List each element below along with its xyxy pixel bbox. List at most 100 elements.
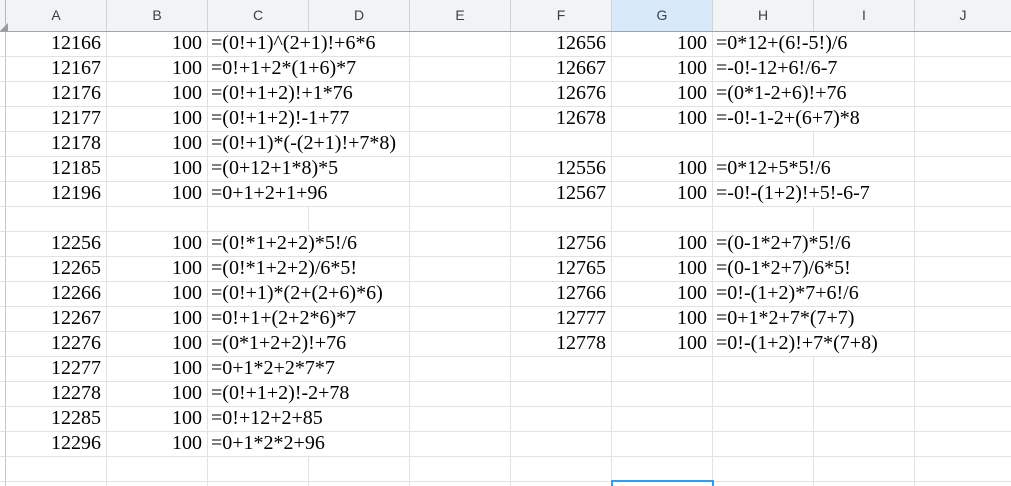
cell-A14[interactable]: 12277: [6, 357, 107, 382]
cell-H-partial[interactable]: [713, 482, 814, 486]
cell-E2[interactable]: [410, 57, 511, 82]
cell-F18[interactable]: [511, 457, 612, 482]
cell-C2[interactable]: =0!+1+2*(1+6)*7: [208, 57, 410, 82]
cell-J5[interactable]: [915, 132, 1011, 157]
cell-F6[interactable]: 12556: [511, 157, 612, 182]
column-header-G[interactable]: G: [612, 0, 713, 31]
cell-I16[interactable]: [814, 407, 915, 432]
cell-J11[interactable]: [915, 282, 1011, 307]
cell-G8[interactable]: [612, 207, 713, 232]
cell-A15[interactable]: 12278: [6, 382, 107, 407]
cell-H16[interactable]: [713, 407, 814, 432]
cell-C11[interactable]: =(0!+1)*(2+(2+6)*6): [208, 282, 410, 307]
cell-E18[interactable]: [410, 457, 511, 482]
cell-F-partial[interactable]: [511, 482, 612, 486]
cell-J16[interactable]: [915, 407, 1011, 432]
cell-C9[interactable]: =(0!*1+2+2)*5!/6: [208, 232, 410, 257]
cell-D8[interactable]: [309, 207, 410, 232]
cell-C18[interactable]: [208, 457, 309, 482]
cell-J7[interactable]: [915, 182, 1011, 207]
cell-J14[interactable]: [915, 357, 1011, 382]
cell-B18[interactable]: [107, 457, 208, 482]
select-all-corner[interactable]: [0, 0, 6, 31]
cell-E16[interactable]: [410, 407, 511, 432]
cell-G18[interactable]: [612, 457, 713, 482]
cell-J17[interactable]: [915, 432, 1011, 457]
cell-F15[interactable]: [511, 382, 612, 407]
cell-E13[interactable]: [410, 332, 511, 357]
cell-C-partial[interactable]: [208, 482, 309, 486]
cell-G4[interactable]: 100: [612, 107, 713, 132]
cell-E3[interactable]: [410, 82, 511, 107]
cell-B13[interactable]: 100: [107, 332, 208, 357]
cell-J12[interactable]: [915, 307, 1011, 332]
cell-I-partial[interactable]: [814, 482, 915, 486]
cell-B5[interactable]: 100: [107, 132, 208, 157]
cell-B7[interactable]: 100: [107, 182, 208, 207]
cell-F16[interactable]: [511, 407, 612, 432]
cell-B15[interactable]: 100: [107, 382, 208, 407]
cell-C5[interactable]: =(0!+1)*(-(2+1)!+7*8): [208, 132, 410, 157]
column-header-D[interactable]: D: [309, 0, 410, 31]
cell-H18[interactable]: [713, 457, 814, 482]
cell-C15[interactable]: =(0!+1+2)!-2+78: [208, 382, 410, 407]
cell-I17[interactable]: [814, 432, 915, 457]
cell-C4[interactable]: =(0!+1+2)!-1+77: [208, 107, 410, 132]
cell-E6[interactable]: [410, 157, 511, 182]
cell-F14[interactable]: [511, 357, 612, 382]
cell-J-partial[interactable]: [915, 482, 1011, 486]
cell-E7[interactable]: [410, 182, 511, 207]
cell-H2[interactable]: =-0!-12+6!/6-7: [713, 57, 915, 82]
cell-F1[interactable]: 12656: [511, 32, 612, 57]
cell-A17[interactable]: 12296: [6, 432, 107, 457]
cell-B4[interactable]: 100: [107, 107, 208, 132]
cell-B11[interactable]: 100: [107, 282, 208, 307]
cell-E14[interactable]: [410, 357, 511, 382]
cell-J18[interactable]: [915, 457, 1011, 482]
cell-E1[interactable]: [410, 32, 511, 57]
cell-E15[interactable]: [410, 382, 511, 407]
cell-D18[interactable]: [309, 457, 410, 482]
cell-H8[interactable]: [713, 207, 814, 232]
cell-A8[interactable]: [6, 207, 107, 232]
cell-F17[interactable]: [511, 432, 612, 457]
cell-H12[interactable]: =0+1*2+7*(7+7): [713, 307, 915, 332]
cell-C1[interactable]: =(0!+1)^(2+1)!+6*6: [208, 32, 410, 57]
column-header-F[interactable]: F: [511, 0, 612, 31]
column-header-C[interactable]: C: [208, 0, 309, 31]
cell-H6[interactable]: =0*12+5*5!/6: [713, 157, 915, 182]
cell-I8[interactable]: [814, 207, 915, 232]
cell-G3[interactable]: 100: [612, 82, 713, 107]
cell-A11[interactable]: 12266: [6, 282, 107, 307]
cell-I14[interactable]: [814, 357, 915, 382]
cell-G12[interactable]: 100: [612, 307, 713, 332]
column-header-E[interactable]: E: [410, 0, 511, 31]
cell-G17[interactable]: [612, 432, 713, 457]
cell-A12[interactable]: 12267: [6, 307, 107, 332]
cell-H1[interactable]: =0*12+(6!-5!)/6: [713, 32, 915, 57]
cell-G11[interactable]: 100: [612, 282, 713, 307]
cell-E9[interactable]: [410, 232, 511, 257]
cell-F3[interactable]: 12676: [511, 82, 612, 107]
cell-B6[interactable]: 100: [107, 157, 208, 182]
cell-B3[interactable]: 100: [107, 82, 208, 107]
cell-H3[interactable]: =(0*1-2+6)!+76: [713, 82, 915, 107]
cell-B12[interactable]: 100: [107, 307, 208, 332]
cell-H11[interactable]: =0!-(1+2)*7+6!/6: [713, 282, 915, 307]
cell-G7[interactable]: 100: [612, 182, 713, 207]
column-header-A[interactable]: A: [6, 0, 107, 31]
cell-A16[interactable]: 12285: [6, 407, 107, 432]
cell-F12[interactable]: 12777: [511, 307, 612, 332]
cell-D-partial[interactable]: [309, 482, 410, 486]
cell-A2[interactable]: 12167: [6, 57, 107, 82]
cell-B16[interactable]: 100: [107, 407, 208, 432]
column-header-J[interactable]: J: [959, 7, 967, 23]
cell-H14[interactable]: [713, 357, 814, 382]
cell-C17[interactable]: =0+1*2*2+96: [208, 432, 410, 457]
cell-I18[interactable]: [814, 457, 915, 482]
cell-H4[interactable]: =-0!-1-2+(6+7)*8: [713, 107, 915, 132]
cell-C12[interactable]: =0!+1+(2+2*6)*7: [208, 307, 410, 332]
cell-H13[interactable]: =0!-(1+2)!+7*(7+8): [713, 332, 915, 357]
cell-F5[interactable]: [511, 132, 612, 157]
cell-H5[interactable]: [713, 132, 814, 157]
